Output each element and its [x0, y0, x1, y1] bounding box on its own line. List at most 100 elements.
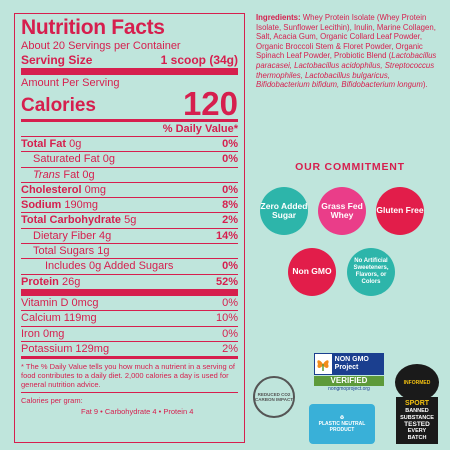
nutrient-label: Sodium [21, 199, 62, 212]
carbon-impact-badge: REDUCED CO2 CARBON IMPACT [253, 376, 295, 418]
recycle-icon: ♻ [339, 415, 345, 421]
daily-value-footnote: * The % Daily Value tells you how much a… [21, 362, 235, 390]
nutrient-label: Total Fat [21, 138, 67, 150]
nutrient-row-total-fat: Total Fat 0g 0% [21, 136, 238, 151]
nutrient-amount: 0mg [84, 183, 106, 196]
nutrient-amount: 190mg [64, 199, 99, 212]
serving-size-row: Serving Size 1 scoop (34g) [21, 53, 238, 68]
carbon-impact-icon: REDUCED CO2 CARBON IMPACT [253, 376, 295, 418]
nutrient-label: Saturated Fat [33, 153, 100, 166]
nutrient-label: Vitamin D [21, 296, 69, 309]
nutrient-pct: 0% [222, 260, 238, 273]
nutrient-pct: 0% [222, 153, 238, 166]
nutrient-amount: 0mcg [71, 296, 99, 309]
non-gmo-url: nongmoproject.org [328, 386, 370, 392]
nutrient-row-iron: Iron 0mg 0% [21, 325, 238, 341]
serving-size-value: 1 scoop (34g) [160, 53, 238, 67]
calories-label: Calories [21, 95, 96, 116]
nutrient-label: Calcium [21, 312, 61, 325]
commitment-label: No Artificial Sweeteners, Flavors, or Co… [353, 258, 389, 285]
nutrient-row-saturated-fat: Saturated Fat 0g 0% [21, 151, 238, 166]
nutrient-amount: 1g [97, 245, 110, 258]
nutrient-amount: 26g [61, 275, 81, 288]
nutrient-amount: 0mg [43, 327, 65, 340]
nutrient-row-cholesterol: Cholesterol 0mg 0% [21, 181, 238, 197]
nutrient-label: Potassium [21, 342, 73, 355]
commitment-label: Non GMO [292, 266, 332, 277]
nutrient-row-vitamin-d: Vitamin D 0mcg 0% [21, 296, 238, 310]
nutrient-amount: 5g [124, 214, 137, 227]
nutrient-pct: 10% [215, 312, 238, 325]
informed-tested-label: TESTED [404, 421, 430, 428]
commitment-label: Grass Fed Whey [321, 200, 363, 220]
informed-sport-badge: INFORMED SPORT BANNED SUBSTANCE TESTED E… [392, 364, 442, 444]
nutrient-pct: 14% [215, 229, 238, 242]
non-gmo-verified-label: VERIFIED [314, 376, 384, 386]
nutrient-label: Dietary Fiber [33, 229, 96, 242]
butterfly-icon [315, 354, 332, 374]
commitment-badge-zero-added-sugar: Zero Added Sugar [260, 187, 308, 235]
calories-per-gram-label: Calories per gram: [21, 396, 83, 406]
nutrient-pct: 0% [222, 138, 238, 150]
nutrient-label: Total Carbohydrate [21, 214, 122, 227]
nutrient-pct: 52% [215, 275, 238, 288]
nutrient-row-total-sugars: Total Sugars 1g [21, 243, 238, 258]
nutrient-label: Protein [21, 275, 59, 288]
non-gmo-project-label: NON GMO Project [331, 354, 383, 374]
informed-banned-label: BANNED SUBSTANCE [400, 408, 434, 421]
nutrition-facts-panel: Nutrition Facts About 20 Servings per Co… [14, 13, 245, 443]
nutrient-label: Includes 0g Added Sugars [45, 260, 174, 273]
nutrient-row-total-carbohydrate: Total Carbohydrate 5g 2% [21, 212, 238, 227]
nutrient-pct: 0% [222, 327, 238, 340]
ingredients-label: Ingredients: [256, 13, 301, 22]
servings-per-container: About 20 Servings per Container [21, 40, 181, 52]
carbon-impact-text: REDUCED CO2 CARBON IMPACT [255, 391, 293, 403]
informed-every-batch-label: EVERY BATCH [407, 428, 427, 441]
nutrient-pct: 2% [222, 342, 238, 355]
nutrient-label: Trans [33, 168, 61, 181]
amount-per-serving: Amount Per Serving [21, 77, 120, 89]
non-gmo-verified-badge: NON GMO Project VERIFIED nongmoproject.o… [314, 345, 384, 401]
nutrient-row-dietary-fiber: Dietary Fiber 4g 14% [21, 227, 238, 243]
nutrient-label: Cholesterol [21, 183, 82, 196]
nutrient-pct: 2% [222, 214, 238, 227]
nutrient-label: Total Sugars [33, 245, 95, 258]
nutrition-facts-title: Nutrition Facts [21, 16, 165, 39]
ingredients-text: Ingredients: Whey Protein Isolate (Whey … [256, 13, 444, 90]
nutrient-amount: 0g [102, 153, 115, 166]
nutrient-row-sodium: Sodium 190mg 8% [21, 197, 238, 212]
plastic-neutral-badge: ♻ PLASTIC NEUTRAL PRODUCT [309, 404, 375, 444]
informed-disc-icon: INFORMED [395, 364, 439, 401]
commitment-badge-non-gmo: Non GMO [288, 248, 336, 296]
ingredients-end: ). [422, 80, 428, 90]
calories-per-gram-values: Fat 9 • Carbohydrate 4 • Protein 4 [81, 407, 194, 417]
nutrient-row-potassium: Potassium 129mg 2% [21, 340, 238, 356]
nutrient-amount: 0g [69, 138, 82, 150]
nutrient-amount: 119mg [63, 312, 97, 325]
commitment-label: Gluten Free [376, 205, 424, 216]
daily-value-header: % Daily Value* [162, 123, 238, 135]
nutrient-row-calcium: Calcium 119mg 10% [21, 310, 238, 325]
commitment-badge-gluten-free: Gluten Free [376, 187, 424, 235]
nutrient-amount: 129mg [75, 342, 110, 355]
nutrient-row-protein: Protein 26g 52% [21, 273, 238, 289]
commitment-badge-grass-fed-whey: Grass Fed Whey [318, 187, 366, 235]
nutrient-row-trans-fat: Trans Fat 0g [21, 166, 238, 182]
nutrient-amount: 4g [99, 229, 112, 242]
commitment-title: OUR COMMITMENT [295, 161, 405, 173]
ingredients-plain: Whey Protein Isolate (Whey Protein Isola… [256, 13, 436, 61]
nutrient-label: Iron [21, 327, 40, 340]
serving-size-label: Serving Size [21, 53, 93, 67]
ingredients-italic: Lactobacillus paracasei, Lactobacillus a… [256, 51, 437, 90]
informed-sport-label: SPORT [404, 400, 430, 407]
nutrient-amount: Fat 0g [63, 168, 95, 181]
commitment-badge-no-artificial: No Artificial Sweeteners, Flavors, or Co… [347, 248, 395, 296]
nutrient-pct: 0% [222, 296, 238, 309]
nutrient-pct: 0% [222, 183, 238, 196]
calories-value: 120 [182, 85, 238, 122]
plastic-neutral-text: PLASTIC NEUTRAL PRODUCT [318, 421, 366, 433]
nutrient-pct: 8% [222, 199, 238, 212]
calories-row: Calories 120 [21, 85, 238, 122]
nutrient-row-added-sugars: Includes 0g Added Sugars 0% [21, 258, 238, 273]
commitment-label: Zero Added Sugar [260, 200, 308, 220]
